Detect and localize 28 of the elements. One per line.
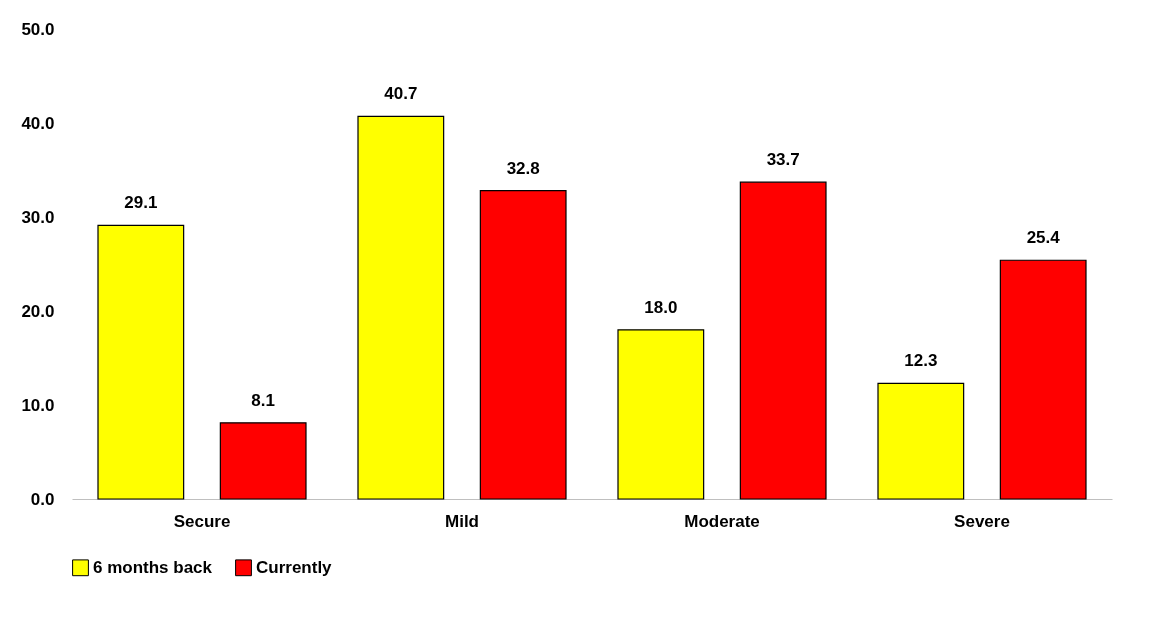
x-tick-label: Secure bbox=[173, 511, 231, 531]
text: 12.3 bbox=[904, 351, 938, 371]
text: 32.8 bbox=[506, 158, 540, 178]
bar bbox=[479, 190, 567, 500]
text: 18.0 bbox=[644, 297, 678, 317]
text: 29.1 bbox=[124, 193, 158, 213]
bar bbox=[219, 422, 307, 500]
x-tick-label: Severe bbox=[954, 511, 1010, 531]
y-tick-label: 30.0 bbox=[21, 207, 55, 227]
legend-label: 6 months back bbox=[93, 557, 213, 577]
text: 8.1 bbox=[251, 390, 275, 410]
bar bbox=[739, 181, 827, 500]
bar bbox=[357, 115, 445, 500]
y-tick-label: 0.0 bbox=[30, 489, 55, 509]
bar bbox=[877, 382, 965, 500]
y-tick-label: 40.0 bbox=[21, 113, 55, 133]
bar bbox=[97, 224, 185, 500]
bar bbox=[999, 259, 1087, 500]
x-tick-label: Moderate bbox=[684, 511, 760, 531]
y-tick-label: 20.0 bbox=[21, 301, 55, 321]
y-tick-label: 10.0 bbox=[21, 395, 55, 415]
text: 25.4 bbox=[1026, 228, 1060, 248]
text: 40.7 bbox=[384, 84, 418, 104]
legend-label: Currently bbox=[256, 557, 333, 577]
bar bbox=[617, 329, 705, 500]
y-tick-label: 50.0 bbox=[21, 19, 55, 39]
x-tick-label: Mild bbox=[445, 511, 479, 531]
text: 33.7 bbox=[766, 150, 800, 170]
